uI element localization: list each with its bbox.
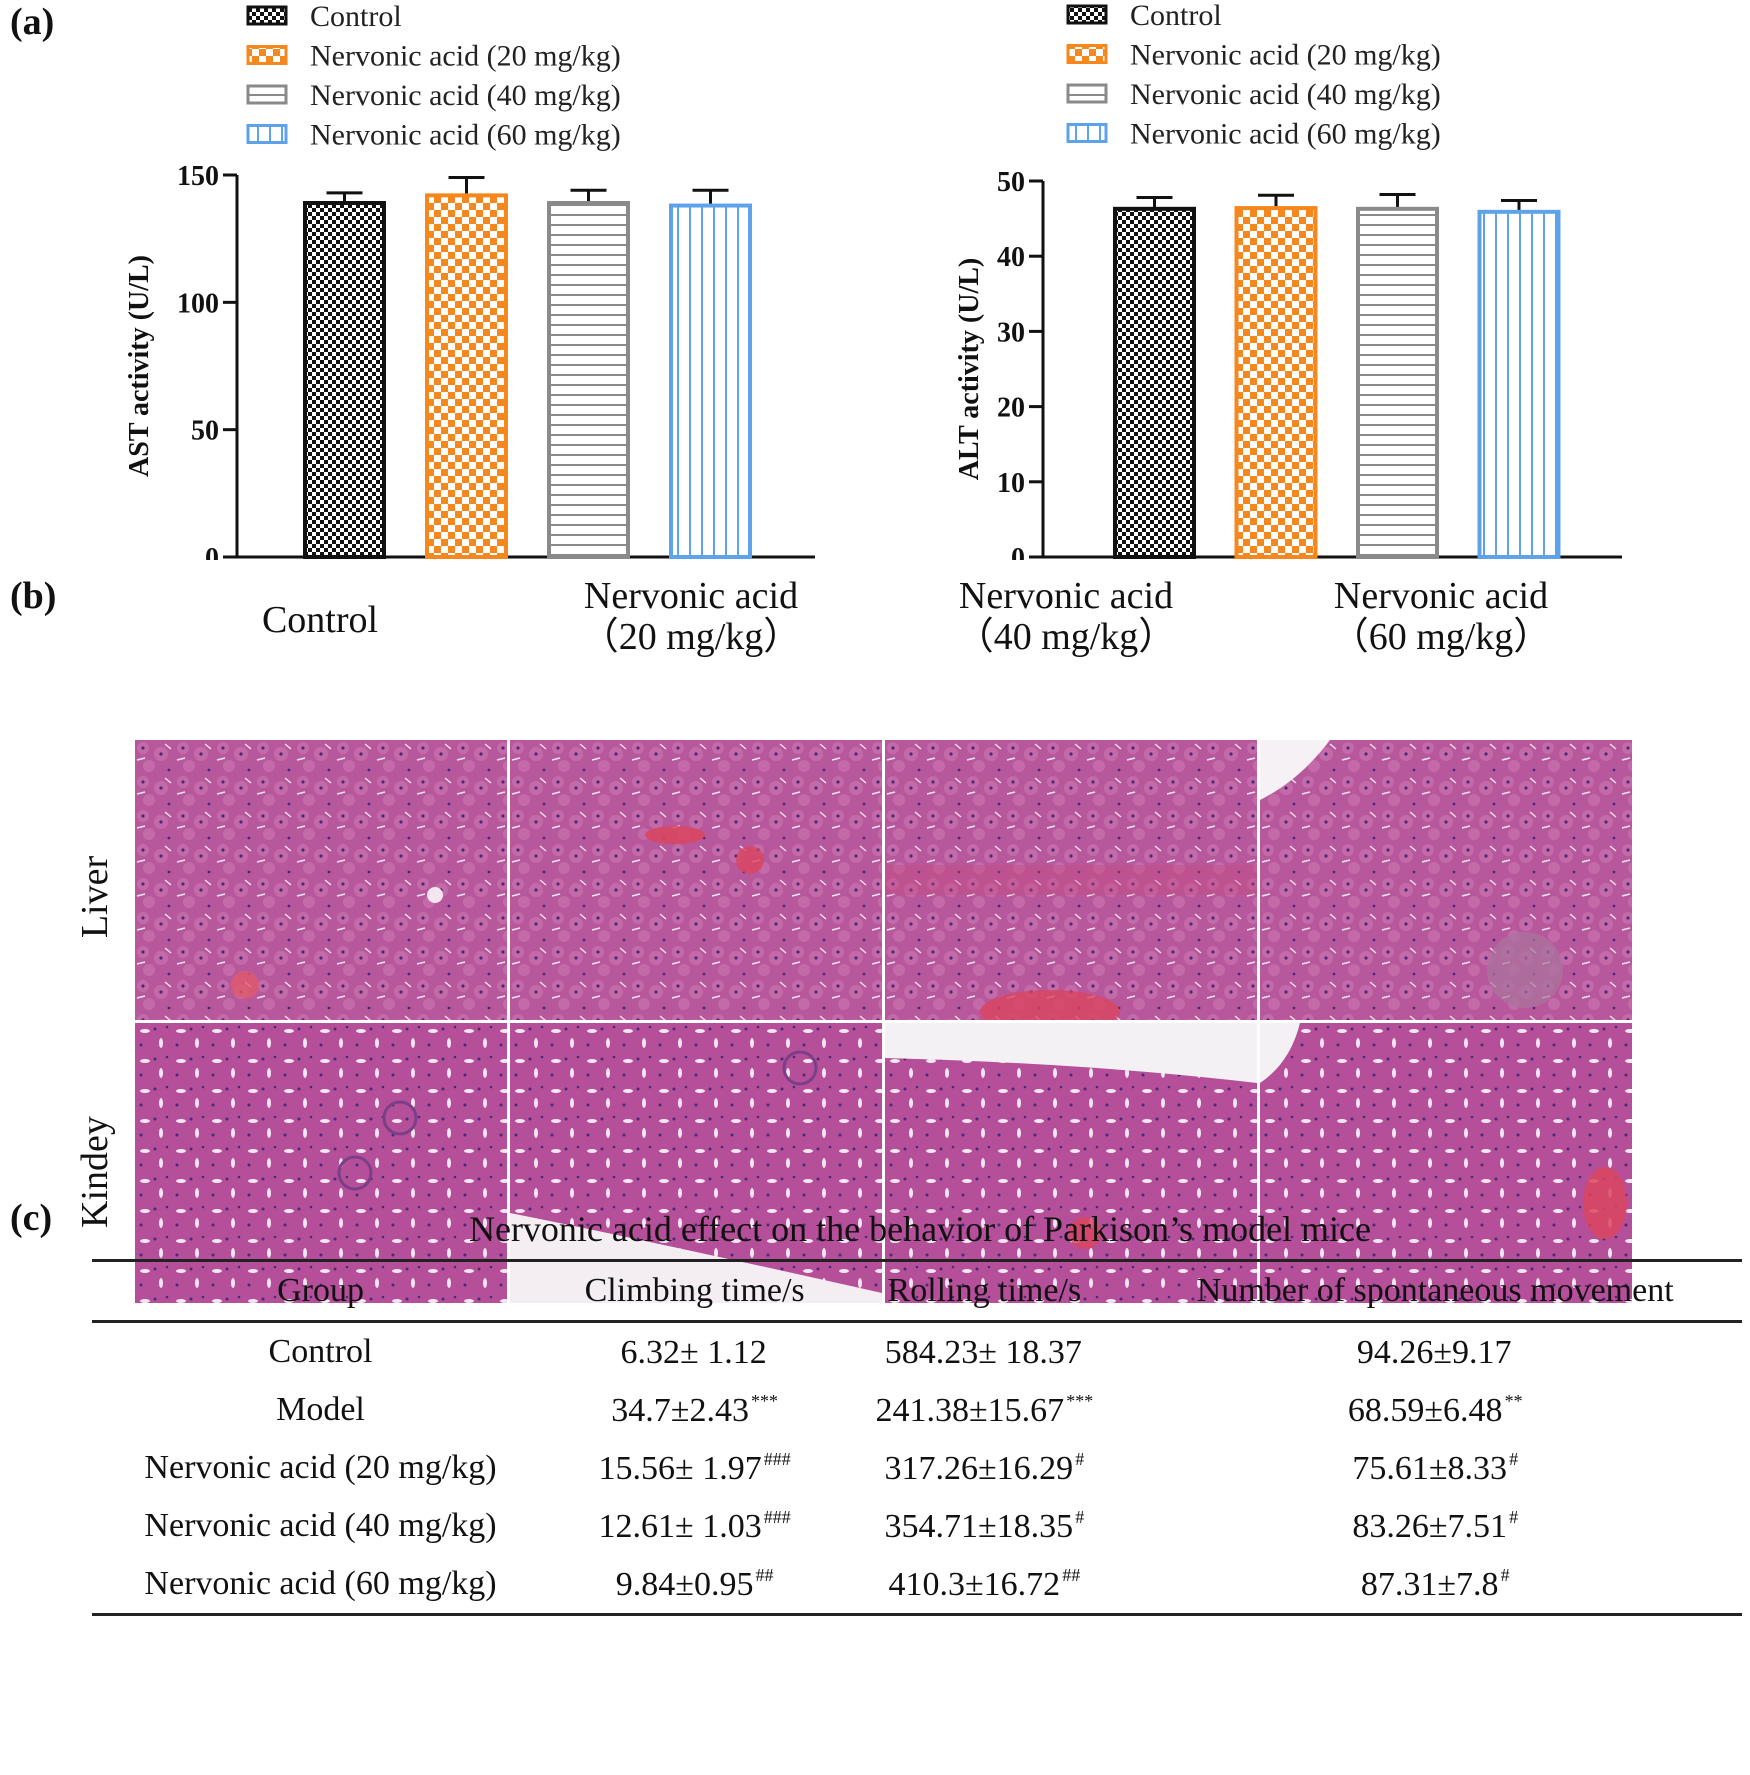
- y-tick-label: 20: [997, 393, 1025, 424]
- liver-na40-micrograph: [885, 740, 1257, 1020]
- cell-roll: 241.38±15.67 ***: [875, 1390, 1094, 1429]
- cell-climb: 15.56± 1.97 ###: [598, 1448, 791, 1487]
- y-tick-label: 30: [997, 317, 1025, 348]
- legend-swatch: [246, 84, 288, 105]
- legend-label: Nervonic acid (40 mg/kg): [1130, 78, 1441, 111]
- cell-move: 83.26±7.51 #: [1352, 1506, 1519, 1545]
- cell-climb: 6.32± 1.12: [620, 1333, 767, 1371]
- histology-column-heading: Control: [155, 600, 485, 641]
- column-heading-line2: （20 mg/kg）: [580, 616, 802, 658]
- bar: [669, 203, 752, 559]
- cell-move: 75.61±8.33 #: [1352, 1448, 1519, 1487]
- liver-na60-micrograph: [1260, 740, 1632, 1020]
- row-label-liver: Liver: [74, 855, 116, 939]
- column-heading-line1: Nervonic acid: [1333, 575, 1549, 617]
- column-heading-line2: （40 mg/kg）: [955, 616, 1177, 658]
- column-heading-line1: Nervonic acid: [958, 575, 1174, 617]
- legend-swatch: [1066, 123, 1108, 143]
- header-climbing: Climbing time/s: [584, 1272, 805, 1309]
- legend-label: Nervonic acid (20 mg/kg): [310, 40, 621, 73]
- liver-na20-micrograph: [510, 740, 882, 1020]
- legend-label: Nervonic acid (20 mg/kg): [1130, 39, 1441, 72]
- cell-group: Control: [268, 1333, 373, 1370]
- cell-roll: 410.3±16.72 ##: [888, 1564, 1081, 1603]
- cell-move: 68.59±6.48 **: [1347, 1390, 1523, 1429]
- legend-swatch: [1066, 4, 1108, 25]
- cell-group: Nervonic acid (40 mg/kg): [144, 1507, 497, 1544]
- alt-bar-chart: Control Nervonic acid (20 mg/kg) Nervonic …: [954, 0, 1622, 560]
- y-tick-label: 40: [997, 242, 1025, 273]
- bar: [547, 201, 630, 559]
- legend-label: Control: [1130, 0, 1222, 32]
- bar: [1234, 206, 1318, 560]
- legend-swatch: [246, 5, 288, 26]
- cell-move: 87.31±7.8 #: [1360, 1564, 1510, 1603]
- bar: [1113, 206, 1196, 559]
- liver-control-micrograph: [135, 740, 507, 1020]
- panel-label-c: (c): [10, 1197, 53, 1239]
- legend-label: Control: [310, 0, 402, 33]
- table-row: Nervonic acid (60 mg/kg) 9.84±0.95 ## 410…: [92, 1555, 1742, 1615]
- bar: [425, 193, 508, 560]
- column-heading-line1: Control: [261, 599, 379, 641]
- kidney-na20-micrograph: [510, 1023, 882, 1303]
- ast-bar-chart: Control Nervonic acid (20 mg/kg) Nervonic …: [124, 0, 815, 560]
- panel-label-b: (b): [10, 575, 57, 617]
- cell-climb: 9.84±0.95 ##: [615, 1564, 774, 1603]
- table-header-row: Group Climbing time/s Rolling time/s Num…: [92, 1260, 1742, 1322]
- header-movement: Number of spontaneous movement: [1196, 1272, 1674, 1309]
- y-axis-label: ALT activity (U/L): [954, 258, 985, 480]
- y-tick-label: 100: [177, 288, 219, 319]
- kidney-na60-micrograph: [1260, 1023, 1632, 1303]
- legend-swatch: [1066, 44, 1108, 64]
- behavior-table: Group Climbing time/s Rolling time/s Num…: [92, 1259, 1742, 1616]
- legend-label: Nervonic acid (60 mg/kg): [1130, 118, 1441, 151]
- legend-swatch: [1066, 83, 1108, 104]
- bar: [1356, 206, 1439, 559]
- y-tick-label: 150: [177, 161, 219, 192]
- header-rolling: Rolling time/s: [887, 1272, 1082, 1309]
- panel-label-a: (a): [10, 1, 55, 43]
- cell-group: Model: [276, 1391, 365, 1428]
- y-tick-label: 50: [997, 167, 1025, 198]
- legend-swatch: [246, 124, 288, 144]
- y-tick-label: 0: [1011, 543, 1025, 560]
- histology-column-heading: Nervonic acid （40 mg/kg）: [880, 576, 1252, 658]
- table-row: Control 6.32± 1.12 584.23± 18.37 94.26±9…: [92, 1322, 1742, 1382]
- table-row: Model 34.7±2.43 *** 241.38±15.67 *** 68.59…: [92, 1381, 1742, 1439]
- kidney-na40-micrograph: [885, 1023, 1257, 1303]
- y-tick-label: 10: [997, 468, 1025, 499]
- histology-column-heading: Nervonic acid （60 mg/kg）: [1255, 576, 1627, 658]
- cell-group: Nervonic acid (20 mg/kg): [144, 1449, 497, 1486]
- histology-column-heading: Nervonic acid （20 mg/kg）: [505, 576, 877, 658]
- cell-roll: 584.23± 18.37: [884, 1333, 1082, 1371]
- kidney-control-micrograph: [135, 1023, 507, 1303]
- table-row: Nervonic acid (20 mg/kg) 15.56± 1.97 ### …: [92, 1439, 1742, 1497]
- y-tick-label: 0: [205, 543, 219, 560]
- cell-roll: 354.71±18.35 #: [884, 1506, 1085, 1545]
- cell-group: Nervonic acid (60 mg/kg): [144, 1565, 497, 1602]
- y-axis-label: AST activity (U/L): [124, 255, 155, 477]
- column-heading-line2: （60 mg/kg）: [1330, 616, 1552, 658]
- header-group: Group: [277, 1272, 364, 1309]
- y-tick-label: 50: [191, 416, 219, 447]
- cell-move: 94.26±9.17: [1356, 1333, 1512, 1371]
- cell-roll: 317.26±16.29 #: [884, 1448, 1085, 1487]
- row-label-kidney: Kindey: [74, 1116, 116, 1228]
- table-row: Nervonic acid (40 mg/kg) 12.61± 1.03 ### …: [92, 1497, 1742, 1555]
- cell-climb: 34.7±2.43 ***: [611, 1390, 778, 1429]
- cell-climb: 12.61± 1.03 ###: [598, 1506, 791, 1545]
- bar: [303, 201, 386, 559]
- column-heading-line1: Nervonic acid: [583, 575, 799, 617]
- bar: [1477, 209, 1561, 559]
- table-title: Nervonic acid effect on the behavior of …: [468, 1209, 1372, 1249]
- legend-swatch: [246, 45, 288, 65]
- legend-label: Nervonic acid (60 mg/kg): [310, 119, 621, 152]
- legend-label: Nervonic acid (40 mg/kg): [310, 79, 621, 112]
